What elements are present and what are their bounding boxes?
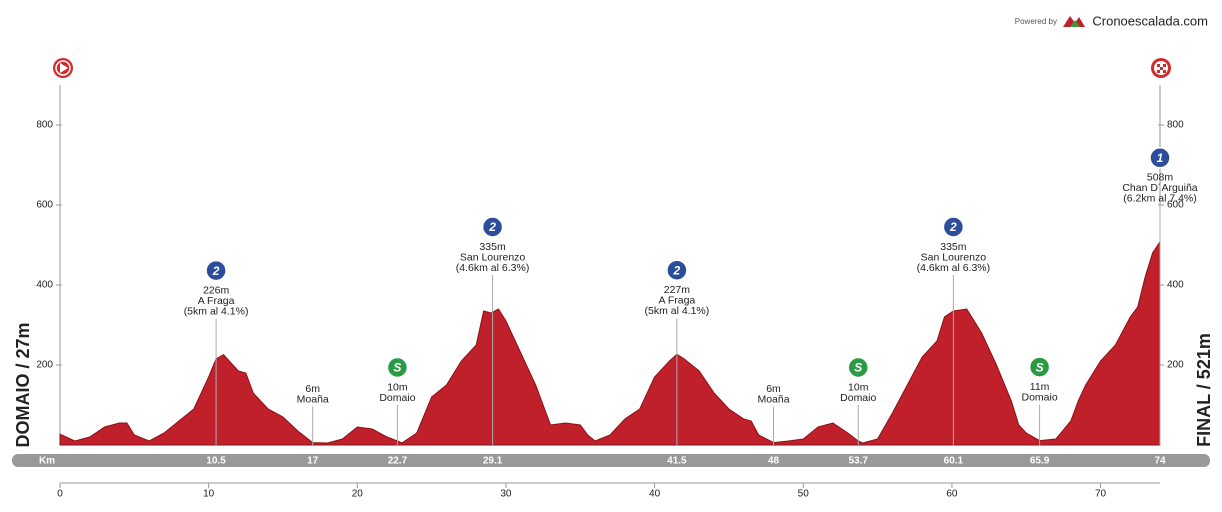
annotation-text: Domaio	[1022, 391, 1058, 403]
annotation-text: 508m	[1147, 172, 1174, 184]
km-bar-label: 48	[768, 456, 780, 467]
y-tick-label: 600	[1167, 200, 1184, 211]
badge	[847, 356, 869, 379]
x-tick-label: 0	[57, 489, 63, 500]
annotation-text: 6m	[305, 383, 320, 395]
annotation-text: San Lourenzo	[921, 251, 987, 263]
start-icon	[53, 58, 73, 78]
badge-text: 1	[1157, 151, 1164, 165]
brand[interactable]: Cronoescalada.com	[1092, 13, 1208, 28]
km-bar-label: 10.5	[206, 456, 226, 467]
annotation-text: 227m	[664, 284, 691, 296]
x-tick-label: 20	[352, 489, 364, 500]
annotation-text: 335m	[940, 241, 967, 253]
y-tick-label: 800	[1167, 120, 1184, 131]
y-tick-label: 800	[36, 120, 53, 131]
badge-text: S	[1036, 360, 1044, 374]
x-tick-label: 60	[946, 489, 958, 500]
finish-label: FINAL / 521m	[1194, 333, 1214, 447]
badge	[386, 356, 409, 379]
badge	[666, 259, 688, 281]
start-label: DOMAIO / 27m	[13, 322, 33, 447]
badge	[942, 216, 965, 238]
annotation-text: 6m	[766, 383, 781, 395]
x-tick-label: 40	[649, 489, 661, 500]
finish-icon	[1151, 58, 1171, 78]
badge-text: 2	[949, 220, 957, 234]
annotation-text: A Fraga	[198, 295, 235, 307]
annotation-text: Chan D´Arguiña	[1122, 182, 1197, 194]
km-bar	[12, 454, 1210, 467]
km-bar-label: 53.7	[849, 456, 869, 467]
annotation-text: 335m	[479, 241, 506, 253]
x-tick-label: 30	[500, 489, 512, 500]
y-tick-label: 400	[1167, 280, 1184, 291]
badge	[481, 216, 504, 238]
annotation-text: 11m	[1030, 381, 1050, 393]
annotation-text: Moaña	[297, 393, 329, 405]
annotation-text: 10m	[387, 381, 408, 393]
x-tick-label: 10	[203, 489, 215, 500]
badge-text: 2	[212, 264, 220, 278]
elevation-profile	[59, 240, 1161, 446]
annotation-text: 10m	[848, 381, 869, 393]
x-tick-label: 50	[798, 489, 810, 500]
badge	[1149, 147, 1171, 169]
annotation-text: (6.2km al 7.4%)	[1123, 193, 1197, 205]
annotation-text: 226m	[203, 284, 230, 296]
annotation-text: (4.6km al 6.3%)	[917, 262, 991, 274]
annotation-text: (4.6km al 6.3%)	[456, 262, 530, 274]
y-tick-label: 600	[36, 200, 53, 211]
y-tick-label: 200	[36, 360, 53, 371]
km-bar-label: 17	[307, 456, 319, 467]
x-tick-label: 70	[1095, 489, 1107, 500]
km-bar-label: 60.1	[944, 456, 964, 467]
annotation-text: Domaio	[379, 392, 415, 404]
y-tick-label: 200	[1167, 360, 1184, 371]
annotation-text: Moaña	[757, 393, 789, 405]
brand-logo	[1063, 16, 1085, 27]
powered-by: Powered by	[1015, 17, 1057, 26]
km-bar-label: 65.9	[1030, 456, 1050, 467]
annotation-text: (5km al 4.1%)	[645, 305, 710, 317]
km-bar-label: 22.7	[388, 456, 408, 467]
annotation-text: A Fraga	[659, 294, 696, 306]
y-tick-label: 400	[36, 280, 53, 291]
badge-text: 2	[488, 220, 496, 234]
badge-text: S	[854, 361, 862, 375]
badge-text: S	[393, 361, 401, 375]
km-bar-label: 41.5	[667, 456, 687, 467]
badge	[205, 259, 227, 282]
badge	[1028, 356, 1051, 378]
annotation-text: (5km al 4.1%)	[184, 305, 249, 317]
annotation-text: San Lourenzo	[460, 251, 526, 263]
km-bar-label: 74	[1154, 456, 1166, 467]
km-label: Km	[39, 456, 55, 467]
annotation-text: Domaio	[840, 392, 876, 404]
km-bar-label: 29.1	[483, 456, 503, 467]
badge-text: 2	[673, 263, 681, 277]
